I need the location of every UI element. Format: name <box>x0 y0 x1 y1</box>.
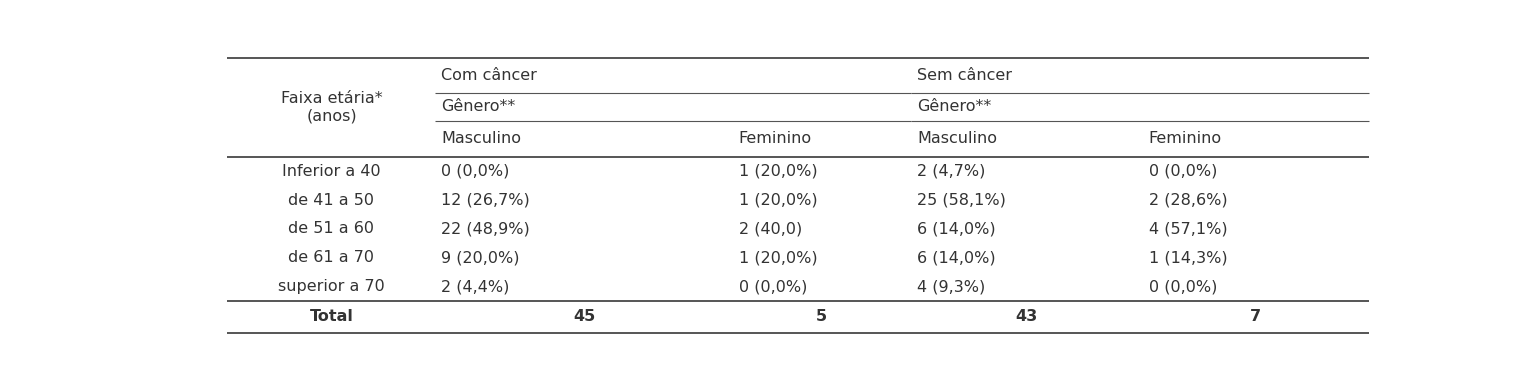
Text: 0 (0,0%): 0 (0,0%) <box>1149 164 1216 179</box>
Text: Masculino: Masculino <box>917 131 997 146</box>
Text: Feminino: Feminino <box>1149 131 1223 146</box>
Text: superior a 70: superior a 70 <box>278 279 385 294</box>
Text: 22 (48,9%): 22 (48,9%) <box>442 221 531 236</box>
Text: 4 (57,1%): 4 (57,1%) <box>1149 221 1227 236</box>
Text: 45: 45 <box>572 309 595 324</box>
Text: Total: Total <box>310 309 353 324</box>
Text: 6 (14,0%): 6 (14,0%) <box>917 221 996 236</box>
Text: 6 (14,0%): 6 (14,0%) <box>917 250 996 265</box>
Text: de 41 a 50: de 41 a 50 <box>288 193 374 207</box>
Text: Masculino: Masculino <box>442 131 522 146</box>
Text: 1 (20,0%): 1 (20,0%) <box>739 164 818 179</box>
Text: 9 (20,0%): 9 (20,0%) <box>442 250 520 265</box>
Text: 2 (4,4%): 2 (4,4%) <box>442 279 509 294</box>
Text: de 61 a 70: de 61 a 70 <box>288 250 374 265</box>
Text: 0 (0,0%): 0 (0,0%) <box>442 164 509 179</box>
Text: 0 (0,0%): 0 (0,0%) <box>739 279 807 294</box>
Text: 7: 7 <box>1250 309 1261 324</box>
Text: Feminino: Feminino <box>739 131 811 146</box>
Text: de 51 a 60: de 51 a 60 <box>288 221 374 236</box>
Text: 1 (14,3%): 1 (14,3%) <box>1149 250 1227 265</box>
Text: 4 (9,3%): 4 (9,3%) <box>917 279 985 294</box>
Text: 43: 43 <box>1016 309 1039 324</box>
Text: 25 (58,1%): 25 (58,1%) <box>917 193 1006 207</box>
Text: 2 (4,7%): 2 (4,7%) <box>917 164 985 179</box>
Text: 2 (28,6%): 2 (28,6%) <box>1149 193 1227 207</box>
Text: Com câncer: Com câncer <box>442 68 537 83</box>
Text: 0 (0,0%): 0 (0,0%) <box>1149 279 1216 294</box>
Text: Inferior a 40: Inferior a 40 <box>282 164 380 179</box>
Text: 12 (26,7%): 12 (26,7%) <box>442 193 531 207</box>
Text: Sem câncer: Sem câncer <box>917 68 1012 83</box>
Text: 1 (20,0%): 1 (20,0%) <box>739 193 818 207</box>
Text: 5: 5 <box>816 309 827 324</box>
Text: Gênero**: Gênero** <box>917 99 991 114</box>
Text: 2 (40,0): 2 (40,0) <box>739 221 802 236</box>
Text: Faixa etária*
(anos): Faixa etária* (anos) <box>281 91 382 124</box>
Text: 1 (20,0%): 1 (20,0%) <box>739 250 818 265</box>
Text: Gênero**: Gênero** <box>442 99 515 114</box>
